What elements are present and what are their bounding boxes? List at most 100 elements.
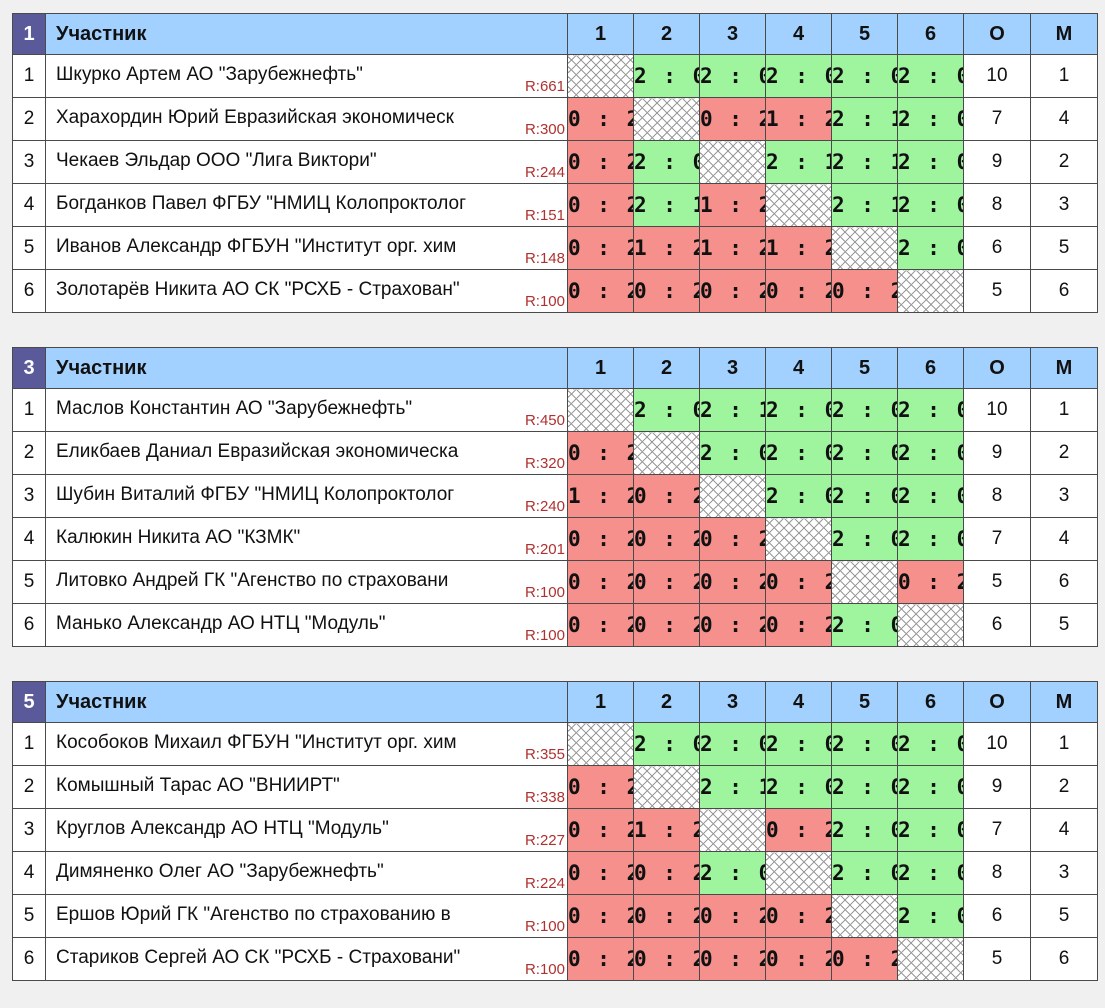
- score-cell: 0 : 2: [567, 603, 634, 647]
- score-cell: 1 : 2: [765, 97, 832, 141]
- row-number: 2: [12, 97, 46, 141]
- score-cell: 2 : 0: [897, 894, 964, 938]
- row-number: 3: [12, 140, 46, 184]
- table-row: 5 Литовко Андрей ГК "Агенство по страхова…: [12, 560, 1098, 604]
- place-cell: 6: [1030, 560, 1098, 604]
- score-cell: 2 : 0: [897, 431, 964, 475]
- points-cell: 10: [963, 722, 1031, 766]
- points-cell: 6: [963, 226, 1031, 270]
- rating-label: R:148: [523, 250, 565, 267]
- self-cell: [765, 517, 832, 561]
- score-cell: 0 : 2: [633, 937, 700, 981]
- self-cell: [699, 474, 766, 518]
- col-header-6: 6: [897, 681, 964, 723]
- points-cell: 6: [963, 894, 1031, 938]
- score-cell: 2 : 0: [699, 851, 766, 895]
- score-cell: 2 : 0: [633, 54, 700, 98]
- row-number: 6: [12, 269, 46, 313]
- participant-name[interactable]: Литовко Андрей ГК "Агенство по страхован…: [56, 570, 449, 591]
- participant-header: Участник: [45, 13, 568, 55]
- table-row: 5 Иванов Александр ФГБУН "Институт орг. х…: [12, 226, 1098, 270]
- place-cell: 6: [1030, 269, 1098, 313]
- col-header-6: 6: [897, 347, 964, 389]
- participant-name[interactable]: Шубин Виталий ФГБУ "НМИЦ Колопроктолог: [56, 484, 455, 505]
- place-cell: 3: [1030, 474, 1098, 518]
- self-cell: [633, 97, 700, 141]
- header-row: 1 Участник 1 2 3 4 5 6 О М: [12, 13, 1098, 55]
- score-cell: 0 : 2: [897, 560, 964, 604]
- rating-label: R:661: [523, 78, 565, 95]
- participant-name[interactable]: Димяненко Олег АО "Зарубежнефть": [56, 861, 384, 882]
- self-cell: [699, 808, 766, 852]
- participant-name[interactable]: Богданков Павел ФГБУ "НМИЦ Колопроктолог: [56, 193, 466, 214]
- self-cell: [633, 765, 700, 809]
- place-header: М: [1030, 13, 1098, 55]
- col-header-2: 2: [633, 347, 700, 389]
- score-cell: 0 : 2: [633, 269, 700, 313]
- participant-name[interactable]: Золотарёв Никита АО СК "РСХБ - Страхован…: [56, 279, 460, 300]
- place-cell: 4: [1030, 97, 1098, 141]
- self-cell: [765, 183, 832, 227]
- points-cell: 7: [963, 808, 1031, 852]
- points-cell: 5: [963, 937, 1031, 981]
- participant-name[interactable]: Харахордин Юрий Евразийская экономическ: [56, 107, 454, 128]
- points-header: О: [963, 13, 1031, 55]
- table-row: 1 Кособоков Михаил ФГБУН "Институт орг. х…: [12, 722, 1098, 766]
- score-cell: 2 : 0: [897, 722, 964, 766]
- participant-cell: Шубин Виталий ФГБУ "НМИЦ Колопроктолог R:…: [45, 474, 568, 518]
- rating-label: R:201: [523, 541, 565, 558]
- score-cell: 2 : 0: [831, 808, 898, 852]
- self-cell: [897, 603, 964, 647]
- points-cell: 9: [963, 140, 1031, 184]
- participant-name[interactable]: Комышный Тарас АО "ВНИИРТ": [56, 775, 340, 796]
- score-cell: 2 : 1: [699, 388, 766, 432]
- table-row: 6 Золотарёв Никита АО СК "РСХБ - Страхова…: [12, 269, 1098, 313]
- participant-cell: Комышный Тарас АО "ВНИИРТ" R:338: [45, 765, 568, 809]
- participant-name[interactable]: Манько Александр АО НТЦ "Модуль": [56, 613, 386, 634]
- points-cell: 7: [963, 517, 1031, 561]
- participant-cell: Чекаев Эльдар ООО "Лига Виктори" R:244: [45, 140, 568, 184]
- row-number: 1: [12, 388, 46, 432]
- participant-name[interactable]: Ершов Юрий ГК "Агенство по страхованию в: [56, 904, 451, 925]
- participant-cell: Литовко Андрей ГК "Агенство по страхован…: [45, 560, 568, 604]
- score-cell: 2 : 0: [831, 851, 898, 895]
- score-cell: 2 : 0: [897, 226, 964, 270]
- score-cell: 0 : 2: [567, 97, 634, 141]
- col-header-5: 5: [831, 347, 898, 389]
- score-cell: 0 : 2: [765, 269, 832, 313]
- self-cell: [897, 269, 964, 313]
- participant-name[interactable]: Маслов Константин АО "Зарубежнефть": [56, 398, 413, 419]
- score-cell: 0 : 2: [567, 269, 634, 313]
- participant-cell: Золотарёв Никита АО СК "РСХБ - Страхован…: [45, 269, 568, 313]
- col-header-4: 4: [765, 13, 832, 55]
- participant-name[interactable]: Чекаев Эльдар ООО "Лига Виктори": [56, 150, 377, 171]
- group-table-5: 5 Участник 1 2 3 4 5 6 О М 1 Кособоков Михаил ФГБУН…: [12, 681, 1098, 981]
- standings-table: 1 Участник 1 2 3 4 5 6 О М 1 Шкурко Артем АО "Заруб…: [12, 13, 1098, 313]
- points-cell: 9: [963, 431, 1031, 475]
- self-cell: [567, 722, 634, 766]
- participant-cell: Кособоков Михаил ФГБУН "Институт орг. хи…: [45, 722, 568, 766]
- participant-name[interactable]: Калюкин Никита АО "КЗМК": [56, 527, 301, 548]
- place-cell: 4: [1030, 808, 1098, 852]
- table-row: 3 Круглов Александр АО НТЦ "Модуль" R:227 0…: [12, 808, 1098, 852]
- score-cell: 2 : 0: [897, 808, 964, 852]
- score-cell: 0 : 2: [567, 226, 634, 270]
- participant-name[interactable]: Стариков Сергей АО СК "РСХБ - Страховани…: [56, 947, 461, 968]
- score-cell: 0 : 2: [633, 851, 700, 895]
- standings-table: 3 Участник 1 2 3 4 5 6 О М 1 Маслов Константин АО "…: [12, 347, 1098, 647]
- participant-name[interactable]: Еликбаев Даниал Евразийская экономическа: [56, 441, 459, 462]
- participant-cell: Еликбаев Даниал Евразийская экономическа…: [45, 431, 568, 475]
- participant-name[interactable]: Иванов Александр ФГБУН "Институт орг. хи…: [56, 236, 457, 257]
- self-cell: [897, 937, 964, 981]
- rating-label: R:450: [523, 412, 565, 429]
- points-cell: 10: [963, 54, 1031, 98]
- participant-name[interactable]: Шкурко Артем АО "Зарубежнефть": [56, 64, 363, 85]
- points-header: О: [963, 347, 1031, 389]
- participant-name[interactable]: Круглов Александр АО НТЦ "Модуль": [56, 818, 389, 839]
- score-cell: 0 : 2: [633, 560, 700, 604]
- rating-label: R:224: [523, 875, 565, 892]
- score-cell: 0 : 2: [765, 937, 832, 981]
- rating-label: R:338: [523, 789, 565, 806]
- participant-name[interactable]: Кособоков Михаил ФГБУН "Институт орг. хи…: [56, 732, 457, 753]
